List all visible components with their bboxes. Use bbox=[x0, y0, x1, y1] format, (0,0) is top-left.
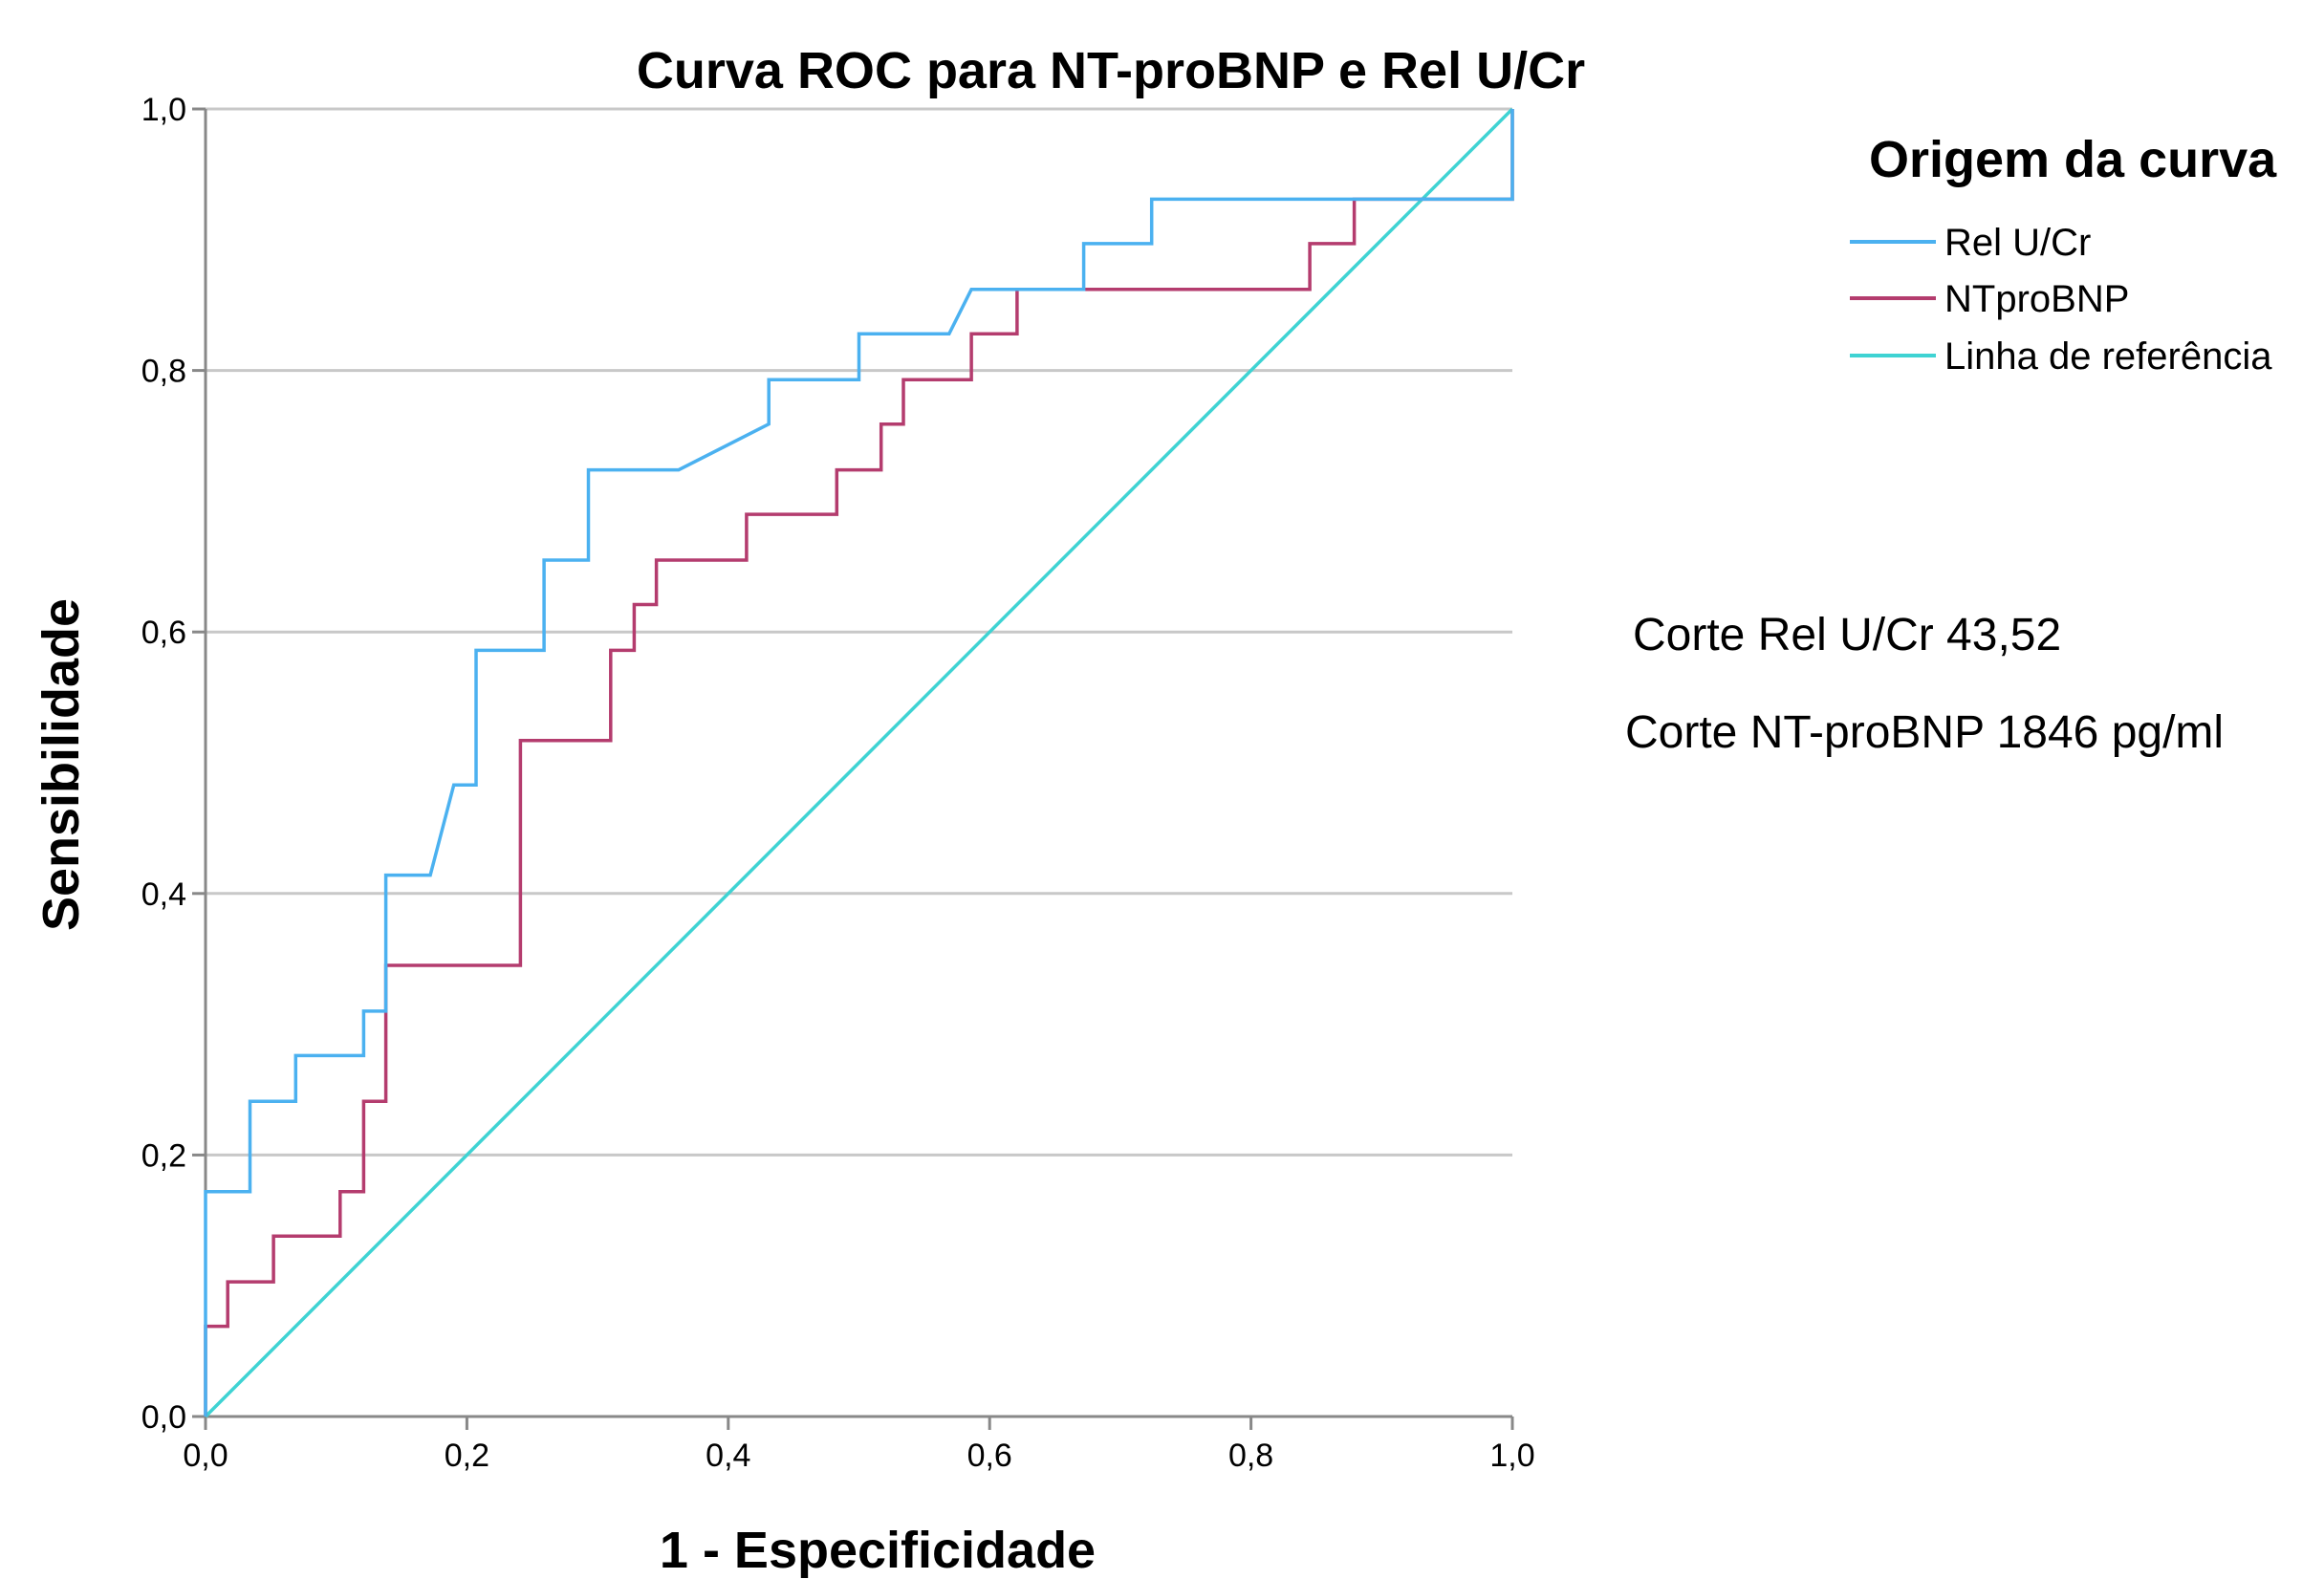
legend-label-1: NTproBNP bbox=[1944, 278, 2129, 320]
series-rel-ucr-line bbox=[204, 109, 1514, 1417]
x-tick-label-2: 0,4 bbox=[706, 1438, 750, 1474]
legend-item-0: Rel U/Cr bbox=[1850, 222, 2091, 264]
x-tick-label-3: 0,6 bbox=[967, 1438, 1012, 1474]
annotation-cut-rel-ucr: Corte Rel U/Cr 43,52 bbox=[1633, 610, 2061, 660]
legend-items: Rel U/Cr NTproBNP Linha de referência bbox=[1850, 222, 2272, 378]
series-ntprobnp-line bbox=[204, 109, 1514, 1417]
y-tick-label-1: 0,2 bbox=[141, 1137, 186, 1174]
chart-title: Curva ROC para NT-proBNP e Rel U/Cr bbox=[637, 42, 1585, 99]
x-tick-label-1: 0,2 bbox=[445, 1438, 489, 1474]
axis-layer: 0,0 0,2 0,4 0,6 0,8 1,0 0,0 0,2 0,4 0,6 0,8 1,0 bbox=[141, 92, 1535, 1474]
x-tick-label-0: 0,0 bbox=[183, 1438, 228, 1474]
legend-title: Origem da curva bbox=[1869, 131, 2277, 188]
y-tick-label-2: 0,4 bbox=[141, 876, 186, 913]
y-axis-title: Sensibilidade bbox=[33, 598, 90, 931]
legend-item-1: NTproBNP bbox=[1850, 278, 2129, 320]
series-reference-line-line bbox=[204, 107, 1514, 1418]
x-axis-title: 1 - Especificidade bbox=[660, 1522, 1096, 1579]
y-tick-label-3: 0,6 bbox=[141, 615, 186, 651]
annotation-cut-ntprobnp: Corte NT-proBNP 1846 pg/ml bbox=[1625, 707, 2224, 758]
y-tick-label-0: 0,0 bbox=[141, 1399, 186, 1436]
legend-label-0: Rel U/Cr bbox=[1944, 222, 2091, 264]
y-tick-label-4: 0,8 bbox=[141, 354, 186, 390]
legend-item-2: Linha de referência bbox=[1850, 335, 2272, 378]
legend-label-2: Linha de referência bbox=[1944, 335, 2272, 378]
x-tick-label-5: 1,0 bbox=[1489, 1438, 1534, 1474]
y-tick-label-5: 1,0 bbox=[141, 92, 186, 128]
annotations: Corte Rel U/Cr 43,52 Corte NT-proBNP 184… bbox=[1625, 610, 2224, 758]
legend: Origem da curva Rel U/Cr NTproBNP Linha de… bbox=[1850, 131, 2277, 378]
series-layer bbox=[204, 107, 1514, 1418]
x-tick-label-4: 0,8 bbox=[1228, 1438, 1273, 1474]
